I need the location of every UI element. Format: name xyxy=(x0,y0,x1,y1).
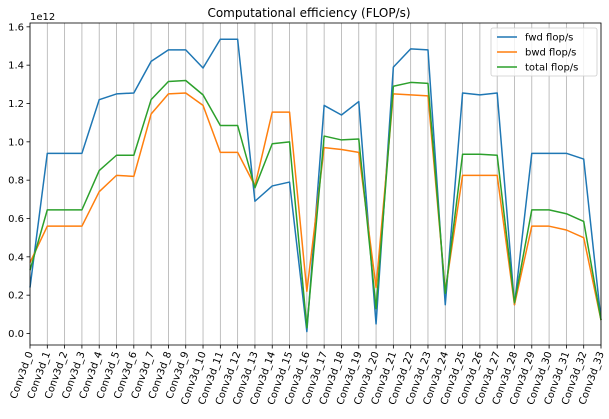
y-tick-label: 0.0 xyxy=(8,329,24,340)
y-tick-label: 1.4 xyxy=(8,61,24,72)
series-line-0 xyxy=(29,38,602,333)
legend: fwd flop/s bwd flop/s total flop/s xyxy=(490,27,598,77)
y-tick-label: 0.4 xyxy=(8,252,24,263)
y-tick-label: 0.6 xyxy=(8,214,24,225)
y-axis: 0.0 0.2 0.4 0.6 0.8 1.0 1.2 1.4 1.6 xyxy=(8,22,30,340)
series-lines xyxy=(29,38,602,333)
series-line-2 xyxy=(29,79,602,329)
y-tick-label: 1.2 xyxy=(8,99,24,110)
y-tick-label: 1.0 xyxy=(8,137,24,148)
x-axis: Conv3d_0Conv3d_1Conv3d_2Conv3d_3Conv3d_4… xyxy=(9,345,607,406)
legend-label-bwd: bwd flop/s xyxy=(525,48,576,59)
y-tick-label: 1.6 xyxy=(8,22,24,33)
y-tick-label: 0.2 xyxy=(8,291,24,302)
series-line-1 xyxy=(29,92,602,321)
legend-box xyxy=(490,27,598,77)
legend-label-total: total flop/s xyxy=(525,63,578,74)
y-axis-offset-label: 1e12 xyxy=(30,12,55,23)
legend-label-fwd: fwd flop/s xyxy=(525,33,573,44)
chart-title: Computational efficiency (FLOP/s) xyxy=(207,6,410,20)
plot-frame xyxy=(29,22,602,346)
y-tick-label: 0.8 xyxy=(8,176,24,187)
